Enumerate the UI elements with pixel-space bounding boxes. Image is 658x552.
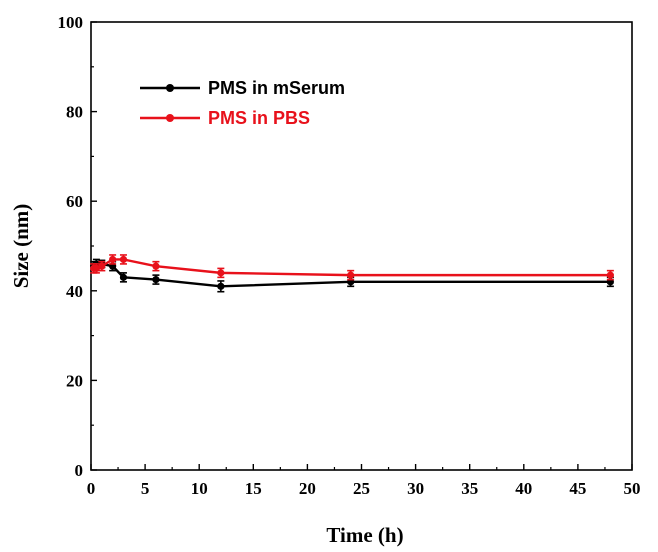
x-tick-label: 20 bbox=[299, 479, 316, 498]
series-2 bbox=[90, 254, 614, 281]
data-point bbox=[119, 255, 128, 264]
data-point bbox=[119, 273, 128, 281]
y-tick-label: 40 bbox=[66, 282, 83, 301]
y-tick-label: 60 bbox=[66, 192, 83, 211]
x-tick-label: 50 bbox=[624, 479, 641, 498]
x-tick-label: 45 bbox=[569, 479, 586, 498]
legend-label: PMS in mSerum bbox=[208, 78, 345, 98]
x-tick-label: 40 bbox=[515, 479, 532, 498]
data-point bbox=[109, 255, 117, 264]
x-tick-label: 0 bbox=[87, 479, 96, 498]
y-axis-title: Size (nm) bbox=[9, 204, 33, 289]
x-axis-title: Time (h) bbox=[326, 523, 403, 547]
legend-item: PMS in PBS bbox=[140, 108, 310, 128]
y-tick-label: 100 bbox=[58, 13, 84, 32]
y-tick-label: 80 bbox=[66, 103, 83, 122]
y-tick-label: 20 bbox=[66, 371, 83, 390]
data-point bbox=[152, 276, 160, 284]
x-tick-label: 5 bbox=[141, 479, 150, 498]
legend-label: PMS in PBS bbox=[208, 108, 310, 128]
data-point bbox=[347, 271, 355, 279]
x-tick-label: 30 bbox=[407, 479, 424, 498]
legend-marker bbox=[166, 84, 174, 92]
data-point bbox=[217, 282, 225, 290]
legend-item: PMS in mSerum bbox=[140, 78, 345, 98]
data-point bbox=[217, 269, 225, 277]
x-tick-label: 10 bbox=[191, 479, 208, 498]
series-layer bbox=[90, 254, 614, 293]
data-point bbox=[98, 262, 106, 270]
x-axis: 0 5 10 15 20 25 30 35 40 45 50 bbox=[87, 464, 641, 498]
data-point bbox=[152, 262, 160, 270]
legend: PMS in mSerum PMS in PBS bbox=[140, 78, 345, 128]
x-tick-label: 25 bbox=[353, 479, 370, 498]
x-tick-label: 35 bbox=[461, 479, 478, 498]
y-tick-label: 0 bbox=[75, 461, 84, 480]
y-axis: 0 20 40 60 80 100 bbox=[58, 13, 97, 480]
x-tick-label: 15 bbox=[245, 479, 262, 498]
data-point bbox=[92, 264, 101, 272]
data-point bbox=[606, 271, 614, 279]
legend-marker bbox=[166, 114, 174, 122]
